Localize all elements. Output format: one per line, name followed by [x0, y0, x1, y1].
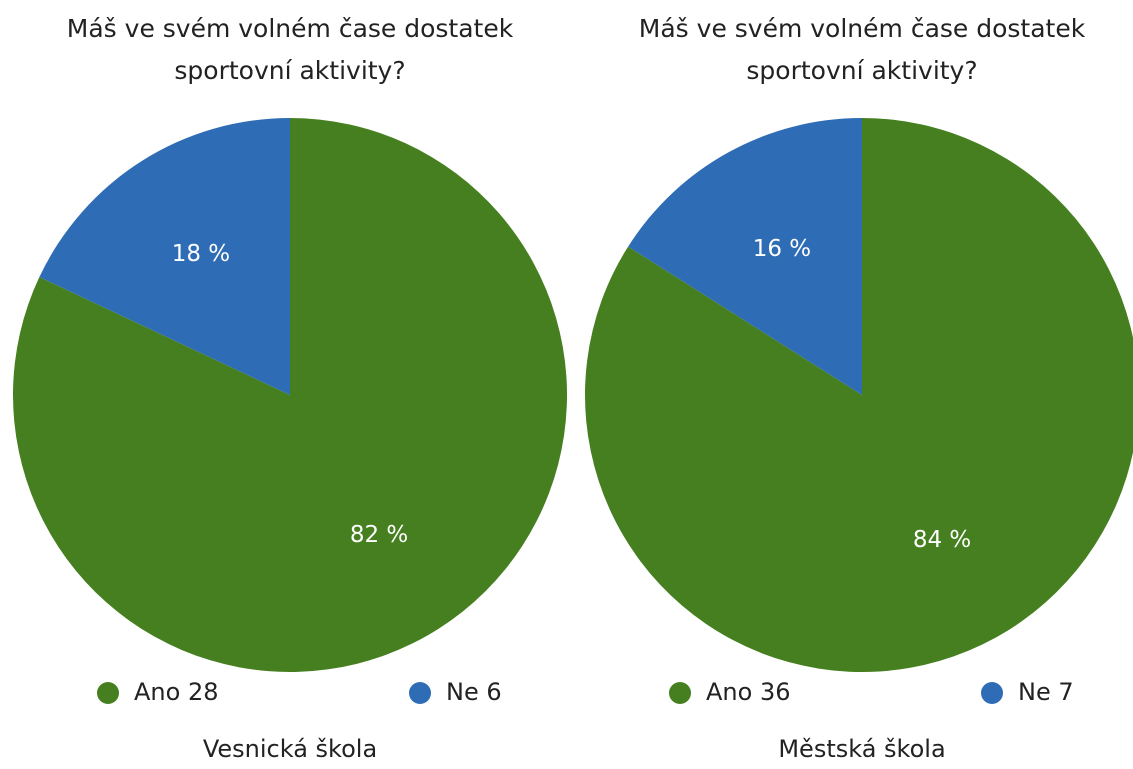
legend-label: Ne 6	[446, 678, 502, 706]
chart-title: Máš ve svém volném čase dostatek sportov…	[638, 14, 1086, 85]
legend-marker	[981, 682, 1003, 704]
data-label: 84 %	[913, 527, 971, 553]
pie-slice	[628, 118, 862, 395]
legend-marker	[669, 682, 691, 704]
legend-label: Ano 28	[134, 678, 218, 706]
legend-label: Ano 36	[706, 678, 790, 706]
legend-marker	[97, 682, 119, 704]
x-axis-label: Městská škola	[778, 735, 945, 763]
data-label: 18 %	[172, 241, 230, 267]
data-label: 16 %	[753, 236, 811, 262]
x-axis-label: Vesnická škola	[203, 735, 377, 763]
pie-slice	[585, 118, 1133, 672]
chart-title: Máš ve svém volném čase dostatek sportov…	[66, 14, 514, 85]
data-label: 82 %	[350, 522, 408, 548]
pie-slice	[39, 118, 290, 395]
legend-marker	[409, 682, 431, 704]
legend-label: Ne 7	[1018, 678, 1074, 706]
